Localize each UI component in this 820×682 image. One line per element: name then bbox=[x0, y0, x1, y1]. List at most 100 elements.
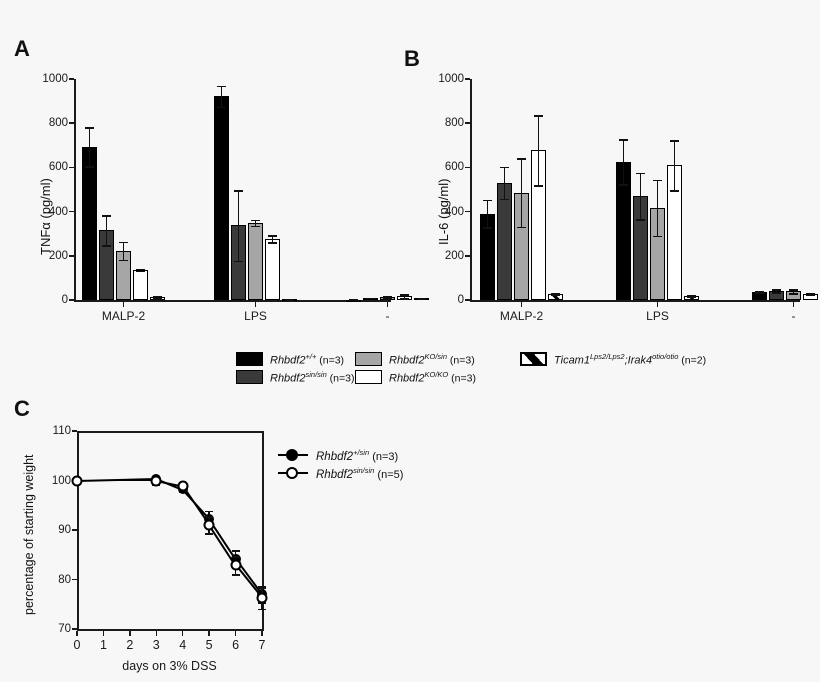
error-cap-top bbox=[366, 297, 375, 300]
error-cap-top bbox=[102, 215, 111, 217]
panel-b-letter: B bbox=[404, 46, 420, 71]
legend-c-item-1: Rhbdf2sin/sin (n=5) bbox=[278, 466, 403, 481]
error-cap-top bbox=[400, 294, 409, 296]
error-cap-bottom bbox=[789, 293, 798, 295]
error-cap-bottom bbox=[268, 242, 277, 244]
error-cap-top bbox=[285, 299, 294, 301]
x-tick bbox=[181, 630, 184, 636]
error-cap-bottom bbox=[231, 574, 240, 576]
y-tick bbox=[465, 166, 470, 169]
panel-b-chart: 0 200 400 600 800 1000 IL-6 (pg/ml) MALP-2 LPS - bbox=[0, 0, 820, 330]
legend-item-4: Ticam1Lps2/Lps2;Irak4otio/otio (n=2) bbox=[520, 352, 706, 367]
x-tick-label: 3 bbox=[152, 638, 160, 652]
panel-c-chart: 70 80 90 100 110 0 1 2 3 4 5 6 7 percentage of starti… bbox=[0, 0, 500, 673]
error-cap-bottom bbox=[517, 226, 526, 229]
error-cap-top bbox=[119, 241, 128, 244]
error-cap-bottom bbox=[258, 608, 266, 611]
error-bar bbox=[639, 172, 642, 220]
panel-a-chart: 0 200 400 600 800 1000 TNFα (pg/ml) MALP-2 LPS - bbox=[0, 0, 429, 330]
y-tick bbox=[72, 529, 77, 531]
legend-swatch-rhbdf2-2 bbox=[355, 352, 382, 367]
legend-label-4: Ticam1Lps2/Lps2;Irak4otio/otio (n=2) bbox=[554, 352, 707, 367]
x-axis-line bbox=[74, 300, 391, 302]
y-axis-line bbox=[74, 79, 76, 301]
legend-item-3: Rhbdf2KO/KO (n=3) bbox=[355, 370, 476, 385]
x-tick-label: 2 bbox=[126, 638, 134, 652]
y-axis-line bbox=[470, 79, 472, 301]
error-cap-top bbox=[153, 296, 162, 299]
error-cap-bottom bbox=[417, 298, 426, 301]
error-bar bbox=[254, 219, 257, 226]
y-tick-label: 600 bbox=[48, 161, 68, 174]
line-segment bbox=[77, 479, 157, 482]
error-cap-top bbox=[619, 139, 628, 141]
error-cap-bottom bbox=[534, 185, 543, 187]
y-tick-label: 200 bbox=[444, 249, 464, 262]
y-tick bbox=[465, 299, 470, 301]
x-tick-label: 4 bbox=[179, 638, 187, 652]
error-bar bbox=[520, 158, 523, 227]
y-tick bbox=[72, 628, 77, 630]
legend-label-0: Rhbdf2+/+ (n=3) bbox=[270, 352, 345, 367]
error-cap-top bbox=[772, 289, 781, 291]
legend-swatch-rhbdf2-1 bbox=[236, 370, 263, 385]
data-point bbox=[203, 519, 215, 531]
y-tick-label: 600 bbox=[444, 161, 464, 174]
error-cap-bottom bbox=[400, 298, 409, 300]
x-tick-label: LPS bbox=[646, 309, 669, 323]
x-tick bbox=[520, 301, 523, 307]
x-tick bbox=[208, 630, 210, 636]
y-tick-label: 200 bbox=[48, 249, 68, 262]
y-tick-label: 400 bbox=[444, 205, 464, 218]
y-tick-label: 800 bbox=[444, 117, 464, 130]
error-bar bbox=[486, 199, 489, 228]
x-tick-label: 0 bbox=[73, 638, 81, 652]
x-tick-label: 6 bbox=[232, 638, 240, 652]
error-cap-top bbox=[806, 292, 815, 295]
data-point bbox=[230, 559, 242, 571]
error-cap-bottom bbox=[755, 292, 764, 295]
error-cap-bottom bbox=[551, 294, 560, 297]
error-bar bbox=[403, 294, 406, 299]
error-bar bbox=[792, 289, 795, 294]
y-tick bbox=[69, 122, 74, 124]
x-tick bbox=[234, 630, 237, 636]
error-cap-top bbox=[483, 199, 492, 202]
data-point bbox=[71, 475, 83, 486]
error-cap-top bbox=[231, 556, 240, 558]
x-tick bbox=[76, 630, 78, 636]
y-tick-label: 100 bbox=[51, 474, 71, 487]
error-cap-bottom bbox=[636, 219, 645, 221]
plot-right-border bbox=[262, 431, 264, 631]
error-cap-bottom bbox=[483, 227, 492, 229]
error-cap-top bbox=[755, 290, 764, 293]
y-tick bbox=[69, 210, 74, 213]
error-cap-top bbox=[383, 296, 392, 298]
y-tick bbox=[69, 78, 74, 80]
x-axis-line bbox=[77, 629, 264, 631]
error-cap-top bbox=[534, 115, 543, 117]
y-tick-label: 70 bbox=[58, 623, 71, 635]
error-bar bbox=[105, 215, 108, 246]
error-cap-bottom bbox=[500, 198, 509, 201]
y-tick-label: 110 bbox=[52, 425, 71, 437]
marker-icon bbox=[286, 449, 298, 462]
error-cap-bottom bbox=[670, 189, 679, 192]
error-cap-top bbox=[234, 189, 243, 192]
error-cap-top bbox=[258, 586, 266, 589]
x-tick bbox=[261, 630, 263, 636]
error-cap-top bbox=[217, 85, 226, 88]
x-tick-label: - bbox=[791, 309, 796, 323]
y-tick-label: 80 bbox=[58, 573, 71, 586]
y-axis-line bbox=[77, 431, 79, 631]
error-cap-top bbox=[136, 268, 145, 271]
x-tick bbox=[386, 301, 389, 307]
error-cap-top bbox=[205, 510, 214, 513]
panel-a-letter: A bbox=[14, 36, 30, 61]
error-cap-bottom bbox=[153, 298, 162, 300]
error-cap-bottom bbox=[383, 298, 392, 300]
error-cap-bottom bbox=[205, 532, 214, 535]
y-tick bbox=[465, 122, 470, 124]
error-bar bbox=[122, 241, 125, 260]
y-tick bbox=[72, 430, 77, 432]
